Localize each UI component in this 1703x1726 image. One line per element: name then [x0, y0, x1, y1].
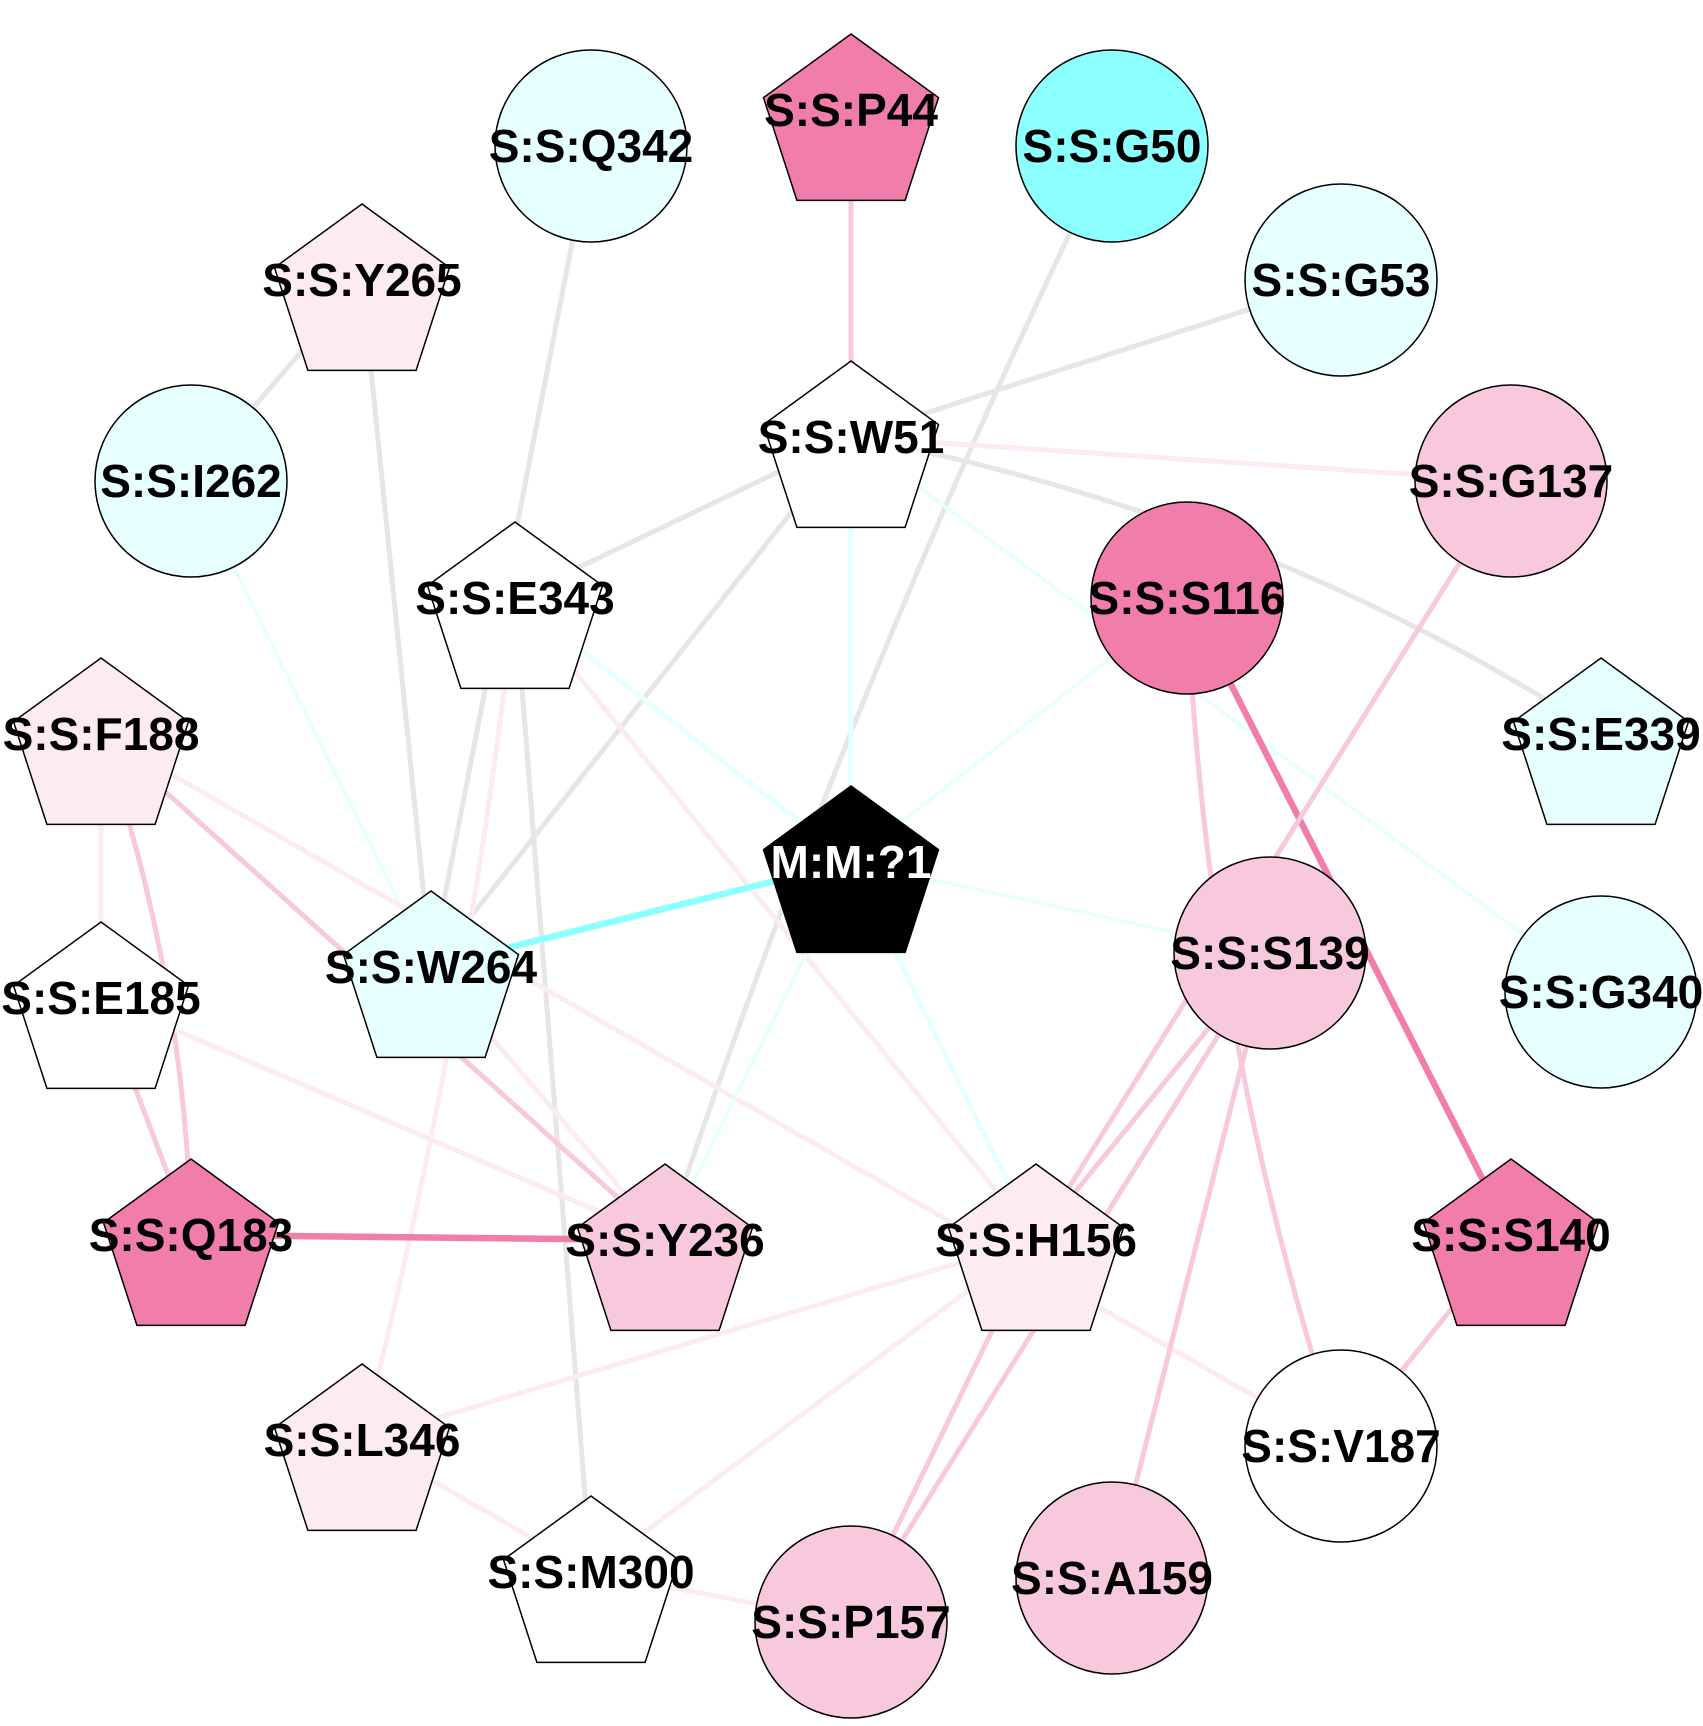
node-circle	[1173, 856, 1367, 1050]
node-pentagon	[502, 1495, 680, 1664]
edge-s139-a159	[1109, 950, 1273, 1581]
node-pentagon	[273, 203, 451, 372]
node-l346[interactable]: S:S:L346	[264, 1363, 461, 1532]
node-w264[interactable]: S:S:W264	[325, 890, 538, 1059]
node-pentagon	[12, 657, 190, 826]
node-label: S:S:F188	[3, 708, 200, 760]
node-q342[interactable]: S:S:Q342	[489, 49, 694, 243]
edge-h156-m300	[588, 1237, 1039, 1575]
node-label: S:S:G137	[1409, 455, 1614, 507]
node-label: S:S:G53	[1252, 254, 1431, 306]
node-s139[interactable]: S:S:S139	[1170, 856, 1370, 1050]
node-pentagon	[762, 360, 940, 529]
node-pentagon	[762, 785, 940, 954]
nodes-layer: S:S:P44 S:S:Q342 S:S:G50 S:S:Y265 S:S:G53 S:S…	[1, 33, 1703, 1719]
node-label: M:M:?1	[771, 836, 932, 888]
node-g50[interactable]: S:S:G50	[1015, 49, 1209, 243]
node-label: S:S:Y265	[262, 254, 461, 306]
node-a159[interactable]: S:S:A159	[1011, 1481, 1213, 1675]
edge-e343-m300	[512, 595, 594, 1575]
node-s140[interactable]: S:S:S140	[1411, 1158, 1611, 1327]
node-circle	[1015, 1481, 1209, 1675]
edge-e343-h156	[512, 595, 1039, 1243]
node-label: S:S:M300	[487, 1546, 694, 1598]
node-circle	[1015, 49, 1209, 243]
node-g340[interactable]: S:S:G340	[1499, 895, 1703, 1089]
edge-e185-y236	[98, 995, 668, 1243]
node-circle	[1090, 501, 1284, 695]
node-g53[interactable]: S:S:G53	[1244, 183, 1438, 377]
node-h156[interactable]: S:S:H156	[935, 1163, 1137, 1332]
node-circle	[1244, 1349, 1438, 1543]
node-e339[interactable]: S:S:E339	[1501, 657, 1701, 826]
node-circle	[754, 1525, 948, 1719]
node-pentagon	[947, 1163, 1125, 1332]
node-e343[interactable]: S:S:E343	[415, 521, 615, 690]
node-label: S:S:V187	[1241, 1420, 1440, 1472]
node-label: S:S:Q183	[89, 1209, 294, 1261]
edge-w51-g340	[849, 435, 1603, 994]
edge-g50-y236	[662, 143, 1115, 1243]
node-label: S:S:E343	[415, 572, 614, 624]
node-label: S:S:L346	[264, 1414, 461, 1466]
node-label: S:S:P157	[751, 1596, 950, 1648]
node-pentagon	[426, 521, 604, 690]
node-label: S:S:A159	[1011, 1552, 1213, 1604]
node-p157[interactable]: S:S:P157	[751, 1525, 951, 1719]
node-pentagon	[342, 890, 520, 1059]
node-circle	[494, 49, 688, 243]
node-pentagon	[762, 33, 940, 202]
node-g137[interactable]: S:S:G137	[1409, 384, 1614, 578]
node-m1[interactable]: M:M:?1	[762, 785, 940, 954]
node-label: S:S:Q342	[489, 120, 694, 172]
node-circle	[1414, 384, 1608, 578]
edge-w51-w264	[428, 434, 854, 970]
node-pentagon	[12, 921, 190, 1090]
node-label: S:S:S116	[1089, 572, 1286, 624]
edge-f188-v187	[98, 731, 1344, 1449]
edge-y265-w264	[359, 277, 434, 970]
node-label: S:S:S140	[1411, 1209, 1610, 1261]
node-p44[interactable]: S:S:P44	[762, 33, 940, 202]
node-pentagon	[576, 1163, 754, 1332]
node-label: S:S:H156	[935, 1214, 1137, 1266]
node-q183[interactable]: S:S:Q183	[89, 1158, 294, 1327]
node-pentagon	[273, 1363, 451, 1532]
node-v187[interactable]: S:S:V187	[1241, 1349, 1441, 1543]
edge-w51-g137	[848, 434, 1514, 484]
node-label: S:S:W51	[758, 411, 945, 463]
node-e185[interactable]: S:S:E185	[1, 921, 201, 1090]
node-f188[interactable]: S:S:F188	[3, 657, 200, 826]
node-label: S:S:Y236	[565, 1214, 764, 1266]
node-label: S:S:W264	[325, 941, 538, 993]
edge-h156-l346	[359, 1237, 1039, 1443]
node-label: S:S:I262	[100, 455, 282, 507]
node-label: S:S:G50	[1023, 120, 1202, 172]
node-circle	[1244, 183, 1438, 377]
node-label: S:S:S139	[1170, 927, 1369, 979]
node-circle	[1504, 895, 1698, 1089]
node-m300[interactable]: S:S:M300	[487, 1495, 695, 1664]
node-label: S:S:G340	[1499, 966, 1703, 1018]
node-s116[interactable]: S:S:S116	[1089, 501, 1286, 695]
node-pentagon	[1512, 657, 1690, 826]
node-label: S:S:P44	[764, 84, 938, 136]
node-label: S:S:E185	[1, 972, 200, 1024]
node-pentagon	[1422, 1158, 1600, 1327]
node-y236[interactable]: S:S:Y236	[565, 1163, 765, 1332]
node-label: S:S:E339	[1501, 708, 1700, 760]
node-pentagon	[102, 1158, 280, 1327]
node-circle	[94, 384, 288, 578]
node-w51[interactable]: S:S:W51	[758, 360, 945, 529]
node-y265[interactable]: S:S:Y265	[262, 203, 462, 372]
node-i262[interactable]: S:S:I262	[94, 384, 288, 578]
